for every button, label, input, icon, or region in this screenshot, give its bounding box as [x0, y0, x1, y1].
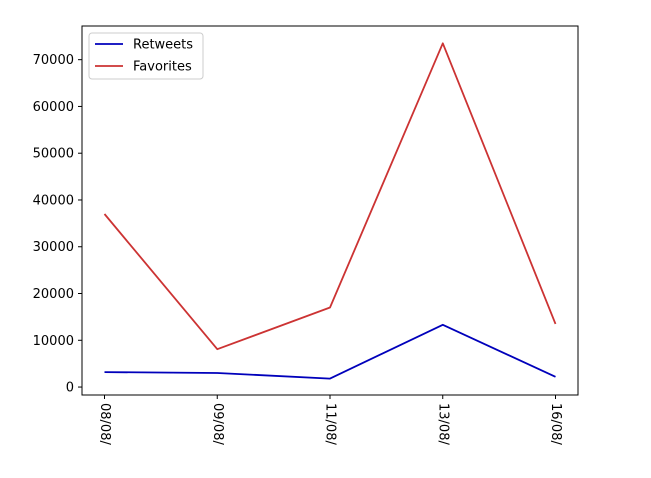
legend-label-favorites: Favorites — [133, 60, 192, 75]
x-tick-label: 09/08/ — [210, 403, 225, 445]
axis-layer: 0 10000 20000 30000 40000 50000 60000 70000 08/0… — [33, 53, 563, 445]
series-line-favorites — [103, 42, 557, 351]
y-tick-label: 0 — [66, 381, 74, 396]
y-tick-label: 70000 — [33, 53, 74, 68]
x-tick-label: 08/08/ — [97, 403, 112, 445]
y-tick-label: 50000 — [33, 147, 74, 162]
y-tick-label: 10000 — [33, 334, 74, 349]
series-layer — [103, 42, 557, 380]
x-tick-label: 16/08/ — [548, 403, 563, 445]
y-tick-label: 40000 — [33, 193, 74, 208]
series-line-retweets — [104, 323, 556, 380]
y-tick-label: 20000 — [33, 287, 74, 302]
legend-label-retweets: Retweets — [133, 38, 193, 53]
legend: Retweets Favorites — [88, 32, 204, 80]
y-tick-label: 60000 — [33, 100, 74, 115]
x-tick-label: 13/08/ — [435, 403, 450, 445]
x-tick-label: 11/08/ — [323, 403, 338, 445]
y-tick-label: 30000 — [33, 240, 74, 255]
